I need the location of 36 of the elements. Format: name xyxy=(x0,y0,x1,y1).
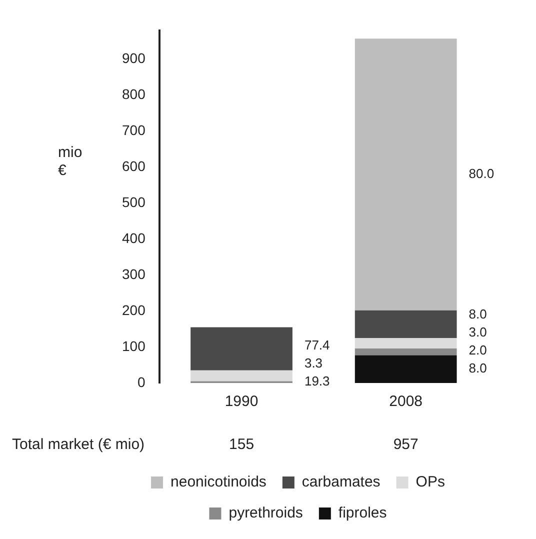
y-tick-label: 200 xyxy=(122,302,146,318)
bar xyxy=(190,370,292,382)
y-tick-label: 100 xyxy=(122,338,146,354)
legend-label: pyrethroids xyxy=(228,504,303,522)
annotation: 80.0 xyxy=(468,166,494,182)
bar xyxy=(354,355,457,383)
bar xyxy=(354,348,457,356)
bar xyxy=(354,38,457,310)
y-tick-label: 800 xyxy=(122,86,146,102)
y-tick-label: 400 xyxy=(122,230,146,246)
bar xyxy=(190,327,292,370)
annotation: 77.4 xyxy=(304,338,330,353)
y-axis-title: mio € xyxy=(58,144,82,179)
annotation: 19.3 xyxy=(304,374,330,389)
x-tick-label: 1990 xyxy=(224,393,258,410)
text: 957 xyxy=(393,436,418,454)
bar xyxy=(354,310,457,338)
y-tick-label: 900 xyxy=(122,50,146,66)
annotation: 8.0 xyxy=(468,360,487,376)
y-tick-label: 0 xyxy=(138,374,146,390)
text: 155 xyxy=(229,436,254,454)
annotation: 8.0 xyxy=(468,306,487,322)
annotation: 3.0 xyxy=(468,324,487,340)
y-tick-label: 700 xyxy=(122,122,146,138)
x-tick-label: 2008 xyxy=(389,393,423,410)
annotation: 2.0 xyxy=(468,342,487,358)
legend-label: fiproles xyxy=(338,504,387,522)
y-tick-label: 600 xyxy=(122,158,146,174)
y-tick-label: 300 xyxy=(122,266,146,282)
legend-label: neonicotinoids xyxy=(170,474,266,491)
text: Total market (€ mio) xyxy=(12,436,145,454)
legend-label: OPs xyxy=(416,474,445,491)
y-tick-label: 500 xyxy=(122,194,146,210)
bar xyxy=(354,338,457,348)
annotation: 3.3 xyxy=(304,356,323,371)
legend-label: carbamates xyxy=(302,474,380,491)
